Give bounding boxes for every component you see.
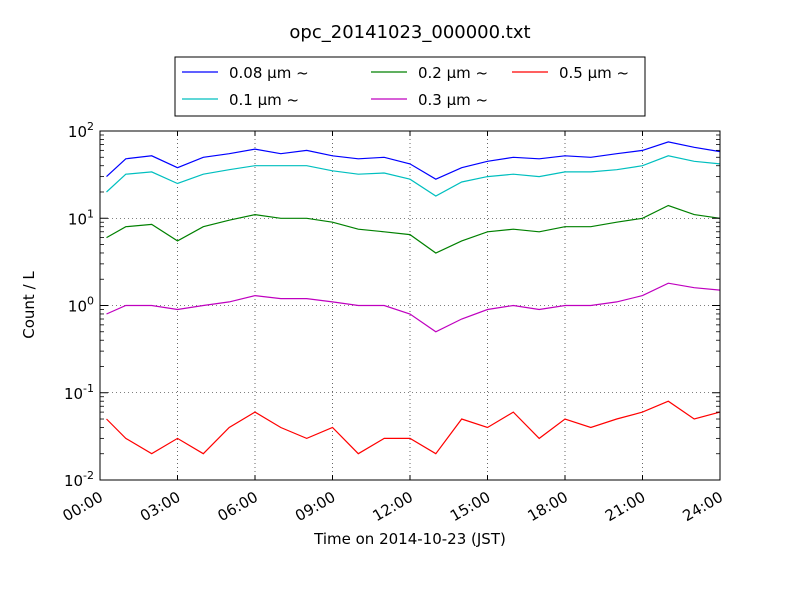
y-axis: 10-2 10-1 100 101 102 [64,120,720,490]
y-tick-label: 101 [68,207,94,228]
x-tick-label: 12:00 [370,488,416,525]
legend: 0.08 μm ~ 0.1 μm ~ 0.2 μm ~ 0.3 μm ~ 0.5 μm … [174,56,646,117]
x-tick-label: 24:00 [680,488,726,525]
legend-box [174,56,646,117]
y-tick-label: 10-1 [64,382,94,403]
legend-item: 0.2 μm ~ [371,64,488,82]
legend-item: 0.08 μm ~ [182,64,309,82]
y-tick-label: 102 [68,120,94,141]
x-tick-label: 21:00 [602,488,648,525]
legend-label: 0.2 μm ~ [418,64,488,82]
chart-title: opc_20141023_000000.txt [289,22,530,43]
series-line-0 [106,141,721,180]
legend-label: 0.3 μm ~ [418,91,488,109]
x-tick-label: 18:00 [525,488,571,525]
series-line-3 [106,282,721,333]
legend-item: 0.5 μm ~ [512,64,629,82]
x-axis: 00:00 03:00 06:00 09:00 12:00 15:00 18:00 21:00… [60,131,726,525]
x-tick-label: 09:00 [292,488,338,525]
x-tick-label: 15:00 [447,488,493,525]
gridlines [100,131,720,480]
legend-label: 0.1 μm ~ [229,91,299,109]
x-axis-label: Time on 2014-10-23 (JST) [313,530,506,548]
x-tick-label: 03:00 [137,488,183,525]
legend-item: 0.1 μm ~ [182,91,299,109]
series-line-2 [106,204,721,254]
legend-item: 0.3 μm ~ [371,91,488,109]
series-line-1 [106,155,721,197]
y-axis-label: Count / L [20,271,38,339]
x-tick-label: 06:00 [215,488,261,525]
x-tick-label: 00:00 [60,488,106,525]
series-line-4 [106,400,721,455]
y-tick-label: 100 [68,295,94,316]
legend-label: 0.08 μm ~ [229,64,309,82]
y-tick-label: 10-2 [64,469,94,490]
legend-label: 0.5 μm ~ [559,64,629,82]
series-lines [106,141,721,455]
